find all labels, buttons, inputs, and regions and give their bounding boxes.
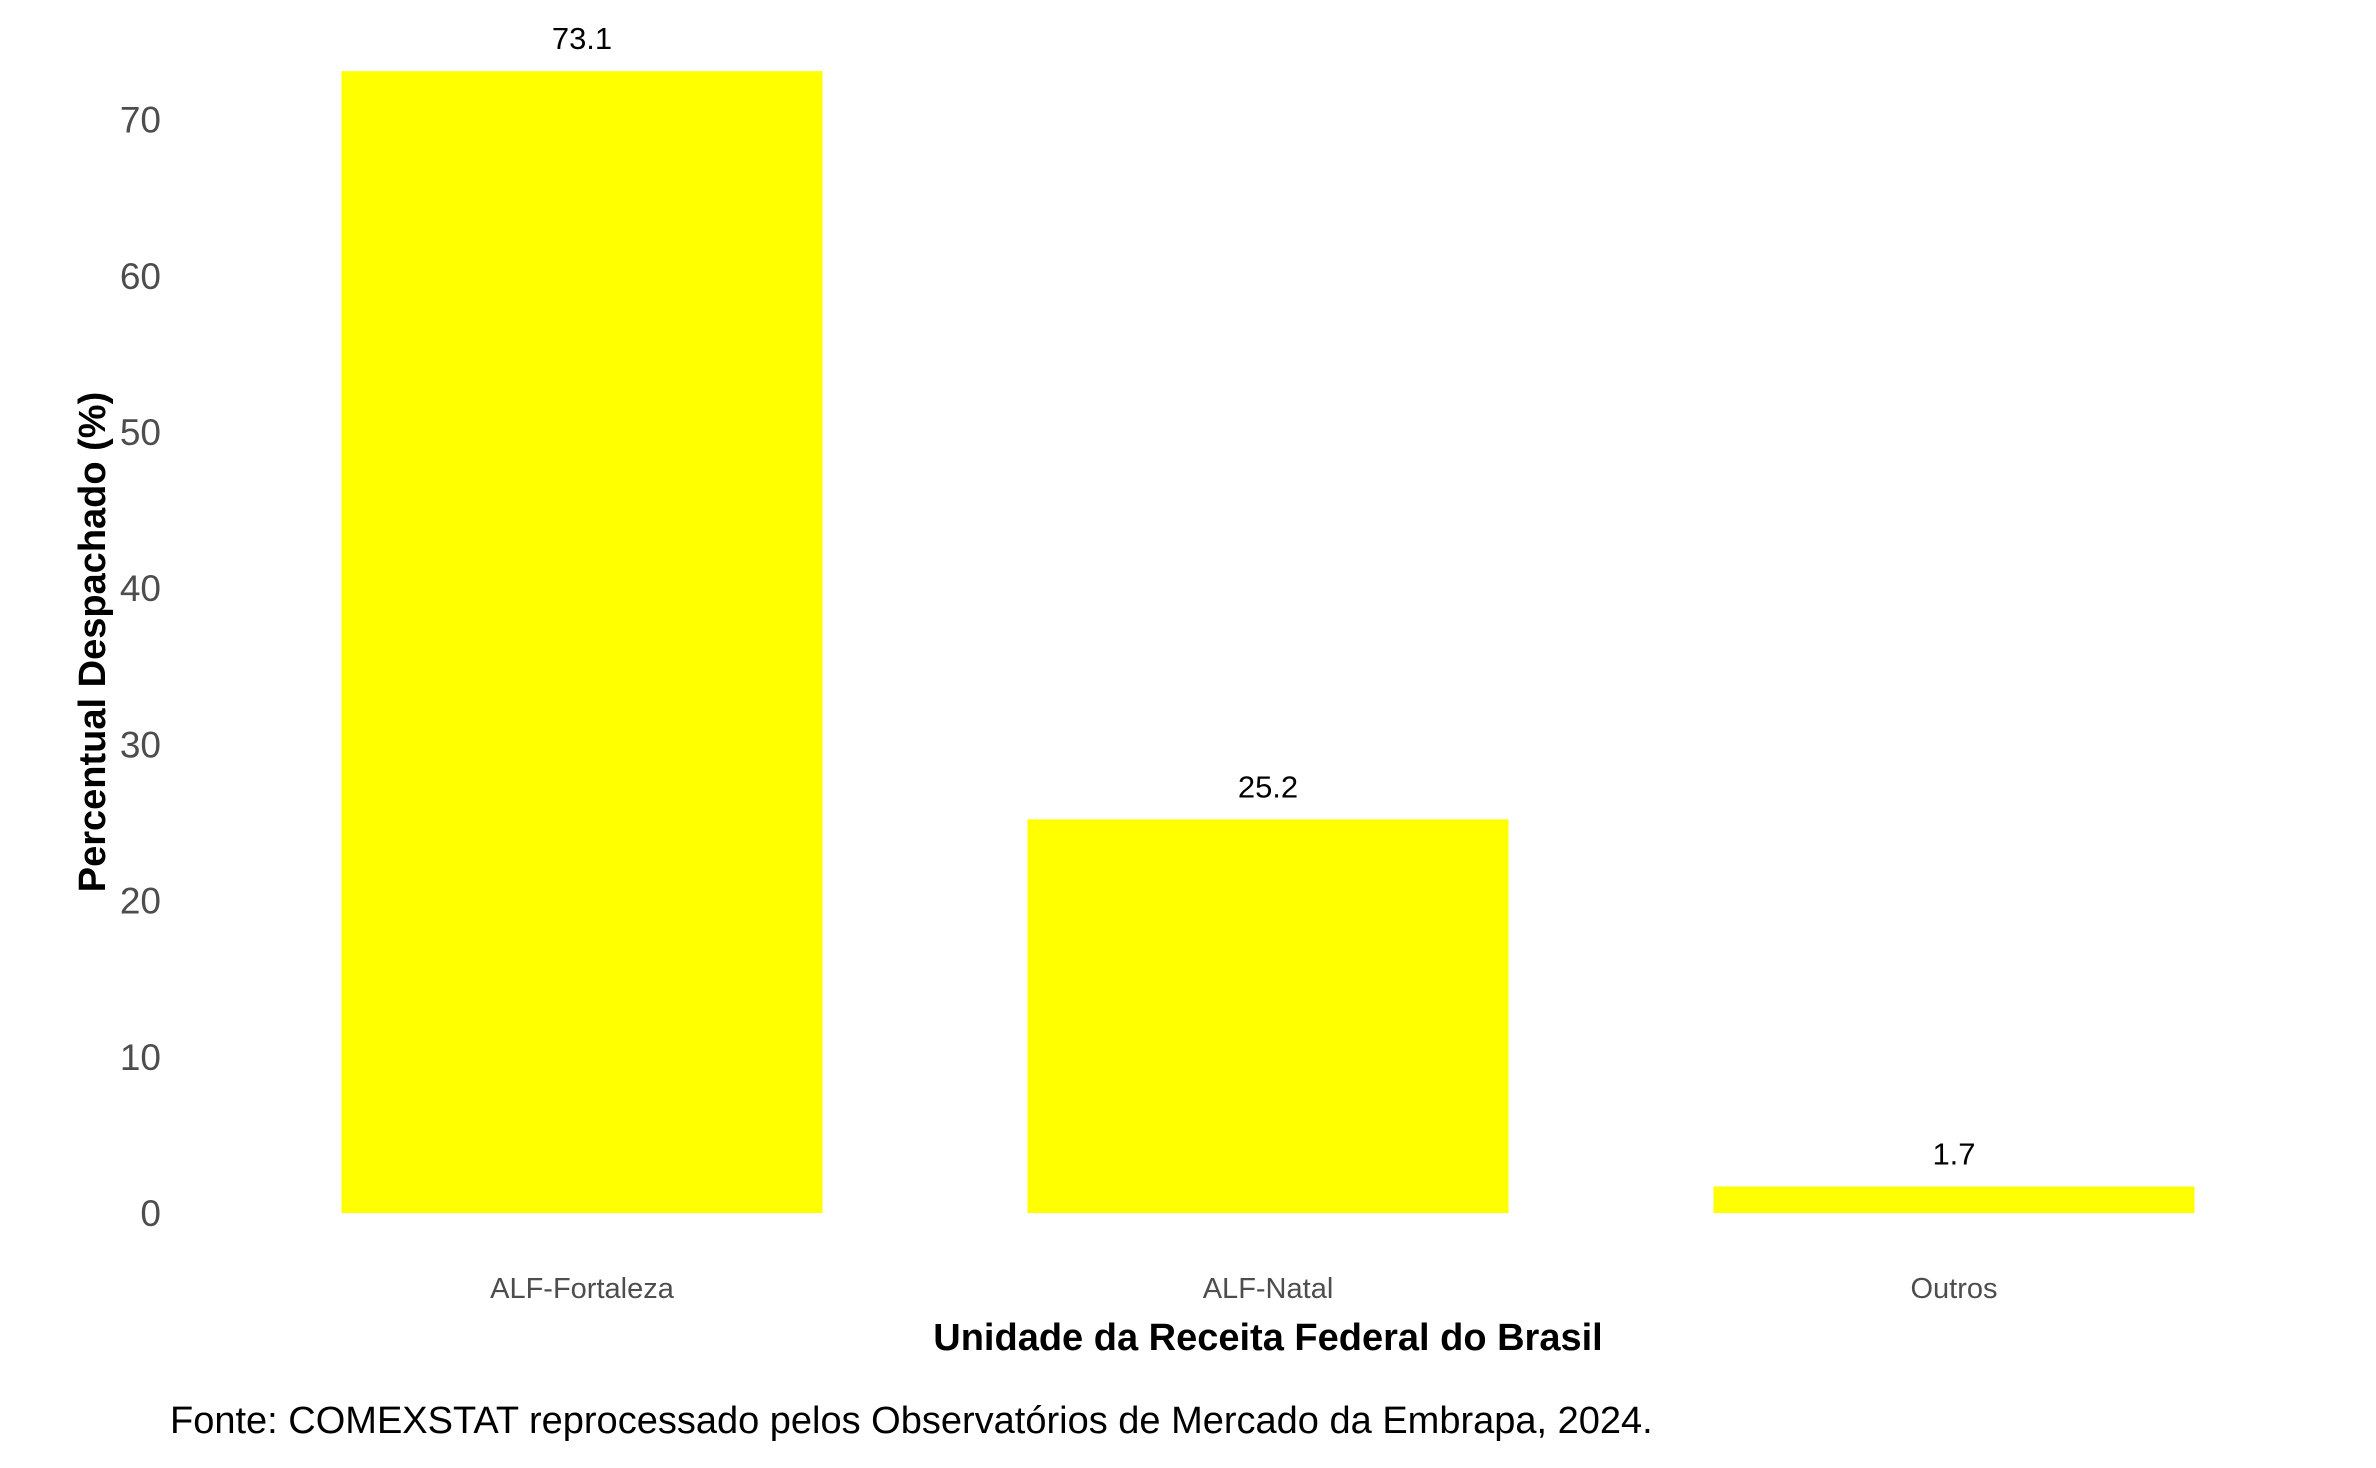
x-category-label: Outros [1910,1273,1997,1305]
bar [1027,819,1509,1213]
bar-value-label: 1.7 [1932,1136,1975,1171]
chart-caption: Fonte: COMEXSTAT reprocessado pelos Obse… [170,1400,1653,1442]
y-tick-label: 70 [120,100,161,141]
y-tick-label: 50 [120,412,161,453]
y-axis-title: Percentual Despachado (%) [72,392,114,892]
y-tick-label: 30 [120,724,161,765]
bar [1713,1186,2195,1213]
y-tick-label: 0 [140,1193,161,1234]
bar-value-label: 25.2 [1238,769,1298,804]
y-tick-label: 40 [120,568,161,609]
y-axis-ticks: 0 10 20 30 40 50 60 70 [120,100,161,1234]
x-category-label: ALF-Fortaleza [490,1273,675,1305]
y-tick-label: 60 [120,256,161,297]
x-category-label: ALF-Natal [1203,1273,1334,1305]
x-axis-title: Unidade da Receita Federal do Brasil [933,1317,1602,1359]
data-labels: 73.1 25.2 1.7 [552,21,1976,1171]
bar-value-label: 73.1 [552,21,612,56]
bars [341,71,2195,1214]
y-tick-label: 20 [120,881,161,922]
y-tick-label: 10 [120,1037,161,1078]
x-axis-categories: ALF-Fortaleza ALF-Natal Outros [490,1273,1997,1305]
bar [341,71,823,1214]
